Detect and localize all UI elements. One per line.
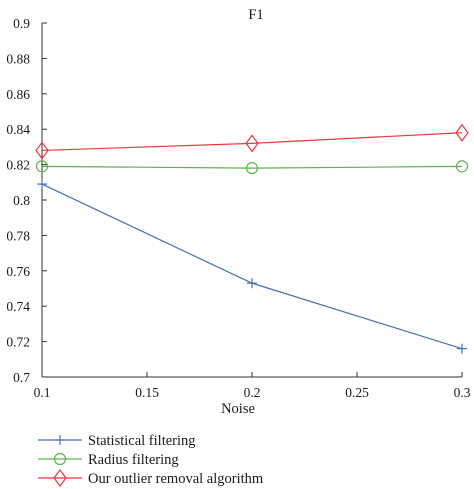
series-3 xyxy=(35,123,469,160)
y-tick-label: 0.76 xyxy=(6,264,30,279)
data-point xyxy=(455,123,469,142)
series-line xyxy=(41,165,463,169)
y-tick-label: 0.74 xyxy=(6,299,30,314)
data-point xyxy=(455,160,469,173)
data-point xyxy=(245,162,259,175)
data-point xyxy=(35,160,49,173)
legend-label: Statistical filtering xyxy=(88,433,196,449)
series-2 xyxy=(35,160,469,175)
legend: Statistical filtering Radius filtering Our… xyxy=(38,433,264,487)
axes: 0.7 0.72 0.74 0.76 0.78 0.8 0.82 0.84 0.86 0.88 0.… xyxy=(6,16,470,400)
y-tick-label: 0.8 xyxy=(13,193,30,208)
legend-marker xyxy=(53,452,67,466)
series-layer xyxy=(35,123,469,354)
y-tick-label: 0.72 xyxy=(6,335,30,350)
legend-item: Our outlier removal algorithm xyxy=(38,469,264,487)
data-point xyxy=(457,343,467,354)
data-point xyxy=(245,134,259,153)
y-tick-label: 0.9 xyxy=(13,16,30,31)
data-point xyxy=(247,278,257,289)
series-line xyxy=(41,132,463,152)
x-tick-label: 0.2 xyxy=(244,385,261,400)
data-point xyxy=(35,141,49,160)
legend-marker xyxy=(53,469,67,487)
x-axis-title: Noise xyxy=(221,401,255,417)
series-line xyxy=(41,183,463,350)
legend-marker xyxy=(55,435,65,445)
x-tick-label: 0.15 xyxy=(135,385,159,400)
chart-title: F1 xyxy=(248,7,263,23)
legend-label: Radius filtering xyxy=(88,452,179,468)
legend-item: Radius filtering xyxy=(38,452,179,468)
y-tick-label: 0.78 xyxy=(6,228,30,243)
x-tick-label: 0.25 xyxy=(345,385,369,400)
x-tick-label: 0.1 xyxy=(34,385,51,400)
y-tick-label: 0.7 xyxy=(13,370,30,385)
data-point xyxy=(37,179,47,190)
legend-item: Statistical filtering xyxy=(38,433,196,449)
legend-label: Our outlier removal algorithm xyxy=(88,471,264,487)
y-tick-label: 0.86 xyxy=(6,87,30,102)
y-tick-label: 0.84 xyxy=(6,122,30,137)
y-tick-label: 0.82 xyxy=(6,158,30,173)
y-tick-label: 0.88 xyxy=(6,51,30,66)
series-1 xyxy=(37,179,467,354)
x-tick-label: 0.3 xyxy=(454,385,471,400)
